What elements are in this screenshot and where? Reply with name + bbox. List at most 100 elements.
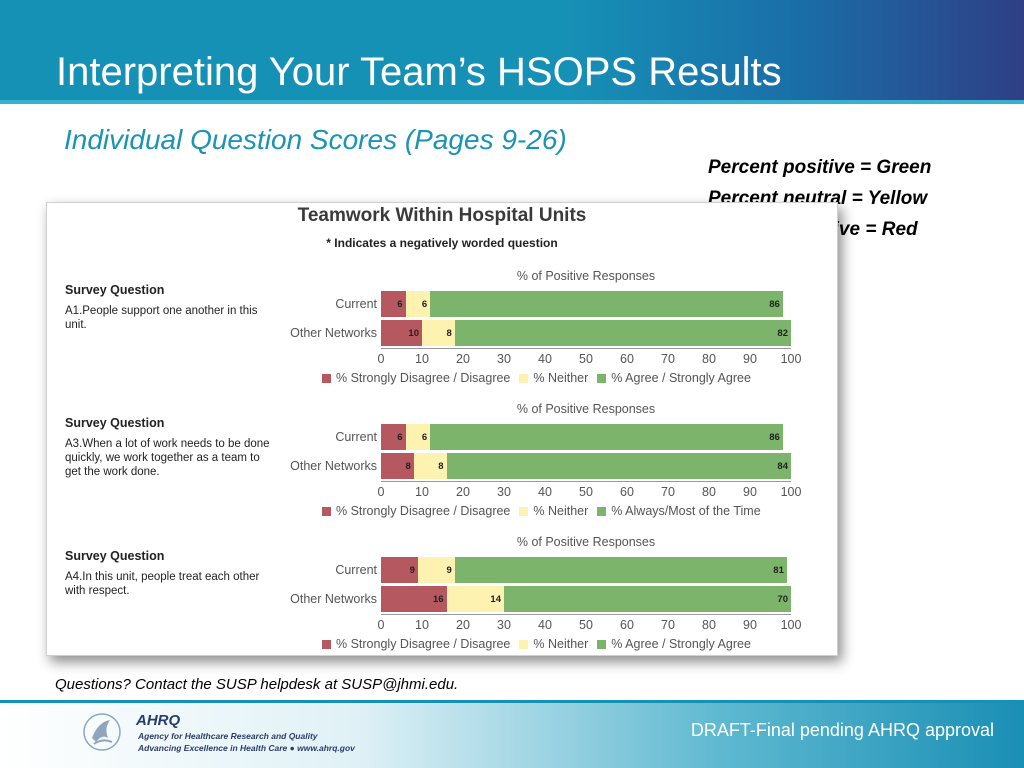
x-tick-label: 0	[377, 485, 385, 499]
x-tick-label: 100	[780, 352, 802, 366]
slide-subtitle: Individual Question Scores (Pages 9-26)	[64, 124, 567, 155]
slide-title: Interpreting Your Team’s HSOPS Results	[56, 50, 782, 94]
legend-label: % Strongly Disagree / Disagree	[336, 637, 511, 651]
x-tick-label: 50	[579, 352, 593, 366]
bar-value-label: 81	[773, 565, 784, 576]
bar-value-label: 6	[397, 299, 403, 310]
legend-swatch	[519, 506, 529, 516]
x-tick-label: 30	[497, 485, 511, 499]
axis-title: % of Positive Responses	[516, 402, 656, 416]
question-block: Survey Question A4.In this unit, people t…	[47, 535, 837, 684]
bar-value-label: 6	[421, 299, 428, 310]
bar-segment-yellow: 8	[413, 453, 447, 479]
ahrq-logo-text: AHRQ	[136, 712, 181, 729]
color-key-positive: Percent positive = Green	[708, 157, 932, 178]
legend-swatch	[322, 373, 331, 383]
stacked-bar: 8 8 84	[381, 453, 791, 479]
bar-value-label: 6	[421, 432, 428, 443]
chart-panel: Teamwork Within Hospital Units * Indicat…	[46, 202, 838, 656]
x-axis-line	[381, 614, 791, 615]
bar-category-label: Current	[335, 297, 377, 311]
x-axis-line	[381, 481, 791, 482]
legend-swatch	[597, 373, 607, 383]
x-tick-label: 80	[702, 352, 716, 366]
x-tick-label: 20	[456, 352, 470, 366]
x-tick-label: 90	[743, 618, 757, 632]
bar-category-label: Other Networks	[290, 459, 377, 473]
bar-value-label: 6	[397, 432, 403, 443]
survey-question-text: A1.People support one another in this un…	[65, 305, 258, 331]
bar-category-label: Current	[335, 563, 377, 577]
x-tick-label: 100	[780, 618, 802, 632]
bar-category-label: Other Networks	[290, 592, 377, 606]
x-tick-label: 0	[377, 352, 385, 366]
title-bar-stripe	[0, 100, 1024, 104]
bar-value-label: 8	[438, 461, 444, 472]
x-tick-label: 50	[579, 618, 593, 632]
x-tick-label: 30	[497, 352, 511, 366]
x-tick-label: 0	[377, 618, 385, 632]
legend-label: % Neither	[533, 637, 589, 651]
bar-value-label: 10	[408, 328, 419, 339]
legend-label: % Strongly Disagree / Disagree	[336, 504, 511, 518]
legend-swatch	[597, 506, 607, 516]
bar-segment-green: 84	[446, 453, 791, 479]
stacked-bar: 6 6 86	[381, 291, 783, 317]
x-tick-label: 20	[456, 618, 470, 632]
bar-category-label: Other Networks	[290, 326, 377, 340]
bar-segment-red: 9	[381, 557, 418, 583]
chart-legend: % Strongly Disagree / Disagree % Neither%…	[313, 371, 751, 385]
x-tick-label: 60	[620, 485, 634, 499]
bar-value-label: 14	[490, 594, 501, 605]
x-tick-label: 60	[620, 618, 634, 632]
legend-swatch	[519, 639, 529, 649]
hhs-eagle-logo-icon	[83, 713, 121, 751]
axis-title: % of Positive Responses	[516, 535, 656, 549]
bar-segment-red: 16	[381, 586, 447, 612]
stacked-bar: 6 6 86	[381, 424, 783, 450]
bar-category-label: Current	[335, 430, 377, 444]
bar-segment-green: 86	[430, 291, 783, 317]
bar-segment-green: 81	[454, 557, 787, 583]
bar-value-label: 82	[777, 328, 788, 339]
x-tick-label: 60	[620, 352, 634, 366]
bar-value-label: 86	[769, 299, 780, 310]
bar-value-label: 8	[446, 328, 452, 339]
bar-segment-red: 8	[381, 453, 414, 479]
bar-value-label: 84	[777, 461, 788, 472]
legend-label: % Neither	[533, 504, 589, 518]
bar-value-label: 9	[446, 565, 452, 576]
x-tick-label: 90	[743, 352, 757, 366]
x-tick-label: 70	[661, 618, 675, 632]
x-tick-label: 10	[415, 352, 429, 366]
x-tick-label: 100	[780, 485, 802, 499]
bar-segment-green: 86	[430, 424, 783, 450]
survey-question-text: A4.In this unit, people treat each other…	[65, 571, 260, 597]
chart-legend: % Strongly Disagree / Disagree % Neither%…	[313, 504, 761, 518]
bar-segment-green: 70	[503, 586, 791, 612]
chart-title: Teamwork Within Hospital Units	[297, 205, 587, 226]
bar-segment-yellow: 9	[417, 557, 455, 583]
bar-value-label: 9	[409, 565, 415, 576]
bar-value-label: 16	[433, 594, 444, 605]
x-tick-label: 20	[456, 485, 470, 499]
survey-question-heading: Survey Question	[65, 549, 165, 563]
legend-swatch	[597, 639, 607, 649]
chart-note: * Indicates a negatively worded question	[326, 236, 558, 250]
x-tick-label: 40	[538, 485, 552, 499]
ahrq-tagline: Advancing Excellence in Health Care ● ww…	[138, 743, 355, 753]
ahrq-org-name: Agency for Healthcare Research and Quali…	[138, 731, 318, 741]
x-tick-label: 70	[661, 485, 675, 499]
helpdesk-text: Questions? Contact the SUSP helpdesk at …	[55, 676, 459, 693]
bar-value-label: 86	[769, 432, 780, 443]
legend-swatch	[519, 373, 529, 383]
bar-segment-yellow: 6	[405, 291, 431, 317]
legend-swatch	[322, 639, 331, 649]
survey-question-heading: Survey Question	[65, 416, 165, 430]
x-axis-line	[381, 348, 791, 349]
x-tick-label: 10	[415, 618, 429, 632]
bar-value-label: 8	[405, 461, 411, 472]
bar-segment-yellow: 6	[405, 424, 431, 450]
footer-line	[0, 700, 1024, 703]
footer: AHRQ Agency for Healthcare Research and …	[0, 700, 1024, 768]
